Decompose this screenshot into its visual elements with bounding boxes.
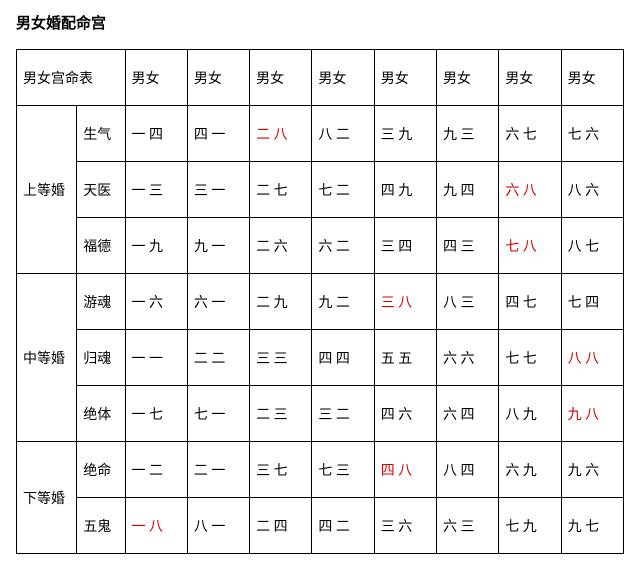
- sub-label: 五鬼: [77, 498, 125, 554]
- data-cell: 二 四: [250, 498, 312, 554]
- header-col: 男女: [561, 50, 623, 106]
- data-cell: 三 二: [312, 386, 374, 442]
- data-cell: 一 九: [125, 218, 187, 274]
- data-cell: 一 一: [125, 330, 187, 386]
- data-cell: 一 七: [125, 386, 187, 442]
- data-cell: 二 六: [250, 218, 312, 274]
- data-cell: 六 四: [437, 386, 499, 442]
- header-col: 男女: [187, 50, 249, 106]
- sub-label: 归魂: [77, 330, 125, 386]
- data-cell: 七 二: [312, 162, 374, 218]
- data-cell: 二 一: [187, 442, 249, 498]
- data-cell: 三 八: [374, 274, 436, 330]
- group-label: 下等婚: [17, 442, 77, 554]
- data-cell: 六 八: [499, 162, 561, 218]
- data-cell: 五 五: [374, 330, 436, 386]
- data-cell: 四 三: [437, 218, 499, 274]
- table-row: 中等婚游魂一 六六 一二 九九 二三 八八 三四 七七 四: [17, 274, 624, 330]
- data-cell: 八 六: [561, 162, 623, 218]
- table-row: 天医一 三三 一二 七七 二四 九九 四六 八八 六: [17, 162, 624, 218]
- data-cell: 三 七: [250, 442, 312, 498]
- data-cell: 三 九: [374, 106, 436, 162]
- data-cell: 四 六: [374, 386, 436, 442]
- data-cell: 八 九: [499, 386, 561, 442]
- data-cell: 四 一: [187, 106, 249, 162]
- data-cell: 四 七: [499, 274, 561, 330]
- header-col: 男女: [125, 50, 187, 106]
- data-cell: 八 一: [187, 498, 249, 554]
- data-cell: 八 四: [437, 442, 499, 498]
- data-cell: 六 一: [187, 274, 249, 330]
- data-cell: 二 八: [250, 106, 312, 162]
- data-cell: 四 八: [374, 442, 436, 498]
- marriage-table: 男女宫命表 男女 男女 男女 男女 男女 男女 男女 男女 上等婚生气一 四四 …: [16, 49, 624, 554]
- data-cell: 九 二: [312, 274, 374, 330]
- data-cell: 二 七: [250, 162, 312, 218]
- data-cell: 八 二: [312, 106, 374, 162]
- page-title: 男女婚配命宫: [16, 12, 624, 33]
- data-cell: 一 三: [125, 162, 187, 218]
- data-cell: 四 九: [374, 162, 436, 218]
- sub-label: 绝体: [77, 386, 125, 442]
- data-cell: 九 六: [561, 442, 623, 498]
- data-cell: 九 八: [561, 386, 623, 442]
- data-cell: 九 三: [437, 106, 499, 162]
- data-cell: 四 二: [312, 498, 374, 554]
- data-cell: 三 六: [374, 498, 436, 554]
- data-cell: 九 一: [187, 218, 249, 274]
- table-row: 福德一 九九 一二 六六 二三 四四 三七 八八 七: [17, 218, 624, 274]
- group-label: 中等婚: [17, 274, 77, 442]
- sub-label: 生气: [77, 106, 125, 162]
- data-cell: 二 九: [250, 274, 312, 330]
- data-cell: 八 八: [561, 330, 623, 386]
- data-cell: 九 四: [437, 162, 499, 218]
- data-cell: 七 六: [561, 106, 623, 162]
- data-cell: 三 一: [187, 162, 249, 218]
- header-col: 男女: [437, 50, 499, 106]
- data-cell: 一 八: [125, 498, 187, 554]
- data-cell: 二 二: [187, 330, 249, 386]
- data-cell: 九 七: [561, 498, 623, 554]
- data-cell: 七 八: [499, 218, 561, 274]
- data-cell: 六 九: [499, 442, 561, 498]
- data-cell: 三 四: [374, 218, 436, 274]
- header-col: 男女: [374, 50, 436, 106]
- sub-label: 游魂: [77, 274, 125, 330]
- data-cell: 八 三: [437, 274, 499, 330]
- data-cell: 七 一: [187, 386, 249, 442]
- group-label: 上等婚: [17, 106, 77, 274]
- data-cell: 七 三: [312, 442, 374, 498]
- data-cell: 一 六: [125, 274, 187, 330]
- data-cell: 六 六: [437, 330, 499, 386]
- table-header-row: 男女宫命表 男女 男女 男女 男女 男女 男女 男女 男女: [17, 50, 624, 106]
- data-cell: 六 三: [437, 498, 499, 554]
- table-row: 上等婚生气一 四四 一二 八八 二三 九九 三六 七七 六: [17, 106, 624, 162]
- data-cell: 七 七: [499, 330, 561, 386]
- header-col: 男女: [499, 50, 561, 106]
- data-cell: 一 四: [125, 106, 187, 162]
- data-cell: 六 七: [499, 106, 561, 162]
- table-row: 绝体一 七七 一二 三三 二四 六六 四八 九九 八: [17, 386, 624, 442]
- data-cell: 七 四: [561, 274, 623, 330]
- data-cell: 六 二: [312, 218, 374, 274]
- data-cell: 七 九: [499, 498, 561, 554]
- data-cell: 四 四: [312, 330, 374, 386]
- header-col: 男女: [312, 50, 374, 106]
- data-cell: 八 七: [561, 218, 623, 274]
- header-col: 男女: [250, 50, 312, 106]
- table-row: 下等婚绝命一 二二 一三 七七 三四 八八 四六 九九 六: [17, 442, 624, 498]
- data-cell: 二 三: [250, 386, 312, 442]
- sub-label: 绝命: [77, 442, 125, 498]
- header-first: 男女宫命表: [17, 50, 126, 106]
- data-cell: 三 三: [250, 330, 312, 386]
- data-cell: 一 二: [125, 442, 187, 498]
- table-row: 归魂一 一二 二三 三四 四五 五六 六七 七八 八: [17, 330, 624, 386]
- table-row: 五鬼一 八八 一二 四四 二三 六六 三七 九九 七: [17, 498, 624, 554]
- sub-label: 福德: [77, 218, 125, 274]
- sub-label: 天医: [77, 162, 125, 218]
